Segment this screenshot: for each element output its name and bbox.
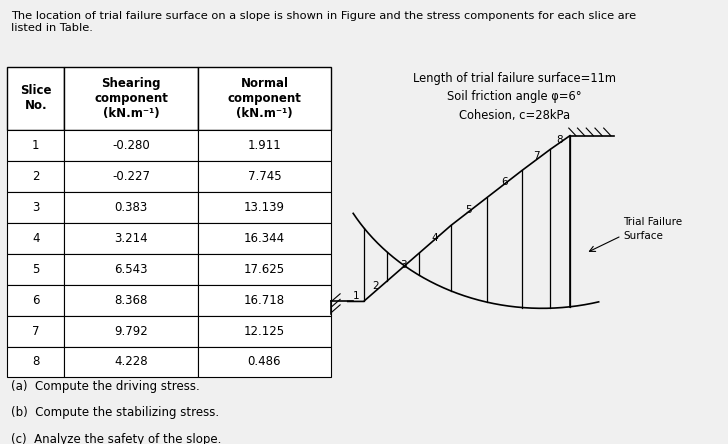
Text: Length of trial failure surface=11m
Soil friction angle φ=6°
Cohesion, c=28kPa: Length of trial failure surface=11m Soil… <box>413 72 616 122</box>
Text: 1: 1 <box>353 291 360 301</box>
Text: 7: 7 <box>533 151 539 161</box>
Text: 6: 6 <box>501 177 508 187</box>
Text: 5: 5 <box>465 205 472 215</box>
Text: 4: 4 <box>432 233 438 242</box>
Text: 2: 2 <box>372 281 379 291</box>
Text: (a)  Compute the driving stress.: (a) Compute the driving stress. <box>11 380 199 392</box>
Text: 8: 8 <box>557 135 563 145</box>
Text: (b)  Compute the stabilizing stress.: (b) Compute the stabilizing stress. <box>11 406 219 419</box>
Text: 3: 3 <box>400 260 407 270</box>
Text: The location of trial failure surface on a slope is shown in Figure and the stre: The location of trial failure surface on… <box>11 11 636 33</box>
Text: Trial Failure
Surface: Trial Failure Surface <box>623 217 683 241</box>
Text: (c)  Analyze the safety of the slope.: (c) Analyze the safety of the slope. <box>11 433 221 444</box>
